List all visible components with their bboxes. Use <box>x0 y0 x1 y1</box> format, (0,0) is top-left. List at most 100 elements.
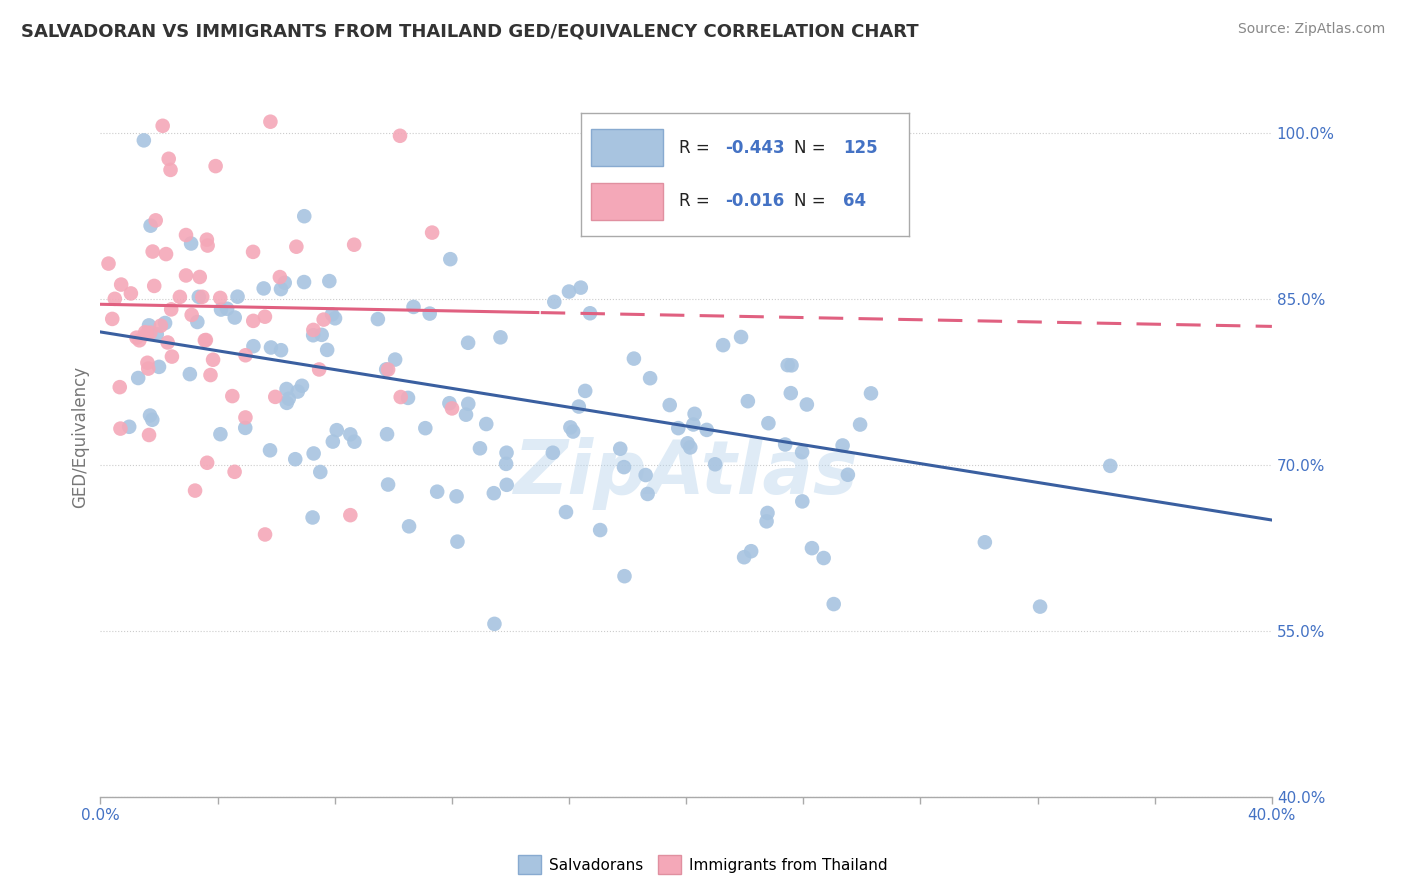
Point <box>197 238 219 252</box>
Point <box>813 551 835 566</box>
Point <box>740 544 762 558</box>
Point <box>398 519 420 533</box>
Point <box>108 380 131 394</box>
Point <box>773 437 796 451</box>
Text: SALVADORAN VS IMMIGRANTS FROM THAILAND GED/EQUIVALENCY CORRELATION CHART: SALVADORAN VS IMMIGRANTS FROM THAILAND G… <box>21 22 918 40</box>
Legend: Salvadorans, Immigrants from Thailand: Salvadorans, Immigrants from Thailand <box>512 849 894 880</box>
Point <box>440 401 463 416</box>
Point <box>482 486 505 500</box>
Point <box>226 290 249 304</box>
Point <box>308 362 330 376</box>
Point <box>859 386 882 401</box>
Point <box>127 371 149 385</box>
Point <box>180 236 202 251</box>
Point <box>224 465 246 479</box>
Point <box>202 352 225 367</box>
Point <box>318 274 340 288</box>
Point <box>285 240 308 254</box>
Point <box>149 318 172 333</box>
Point <box>316 343 339 357</box>
Point <box>242 314 264 328</box>
Point <box>217 301 239 316</box>
Point <box>143 279 166 293</box>
Point <box>623 351 645 366</box>
Point <box>326 423 349 437</box>
Point <box>446 489 468 503</box>
Point <box>160 350 183 364</box>
Point <box>569 280 592 294</box>
Text: ZipAtlas: ZipAtlas <box>513 436 859 509</box>
Point <box>831 438 853 452</box>
Point <box>574 384 596 398</box>
Point <box>142 244 165 259</box>
Point <box>613 460 636 475</box>
Point <box>495 446 517 460</box>
Point <box>101 312 124 326</box>
Point <box>287 384 309 399</box>
Point <box>439 396 461 410</box>
Point <box>339 508 361 523</box>
Point <box>135 326 157 341</box>
Point <box>125 331 148 345</box>
Point <box>235 410 257 425</box>
Point <box>560 420 582 434</box>
Point <box>179 367 201 381</box>
Point <box>558 285 581 299</box>
Point <box>195 233 218 247</box>
Point <box>800 541 823 556</box>
Point <box>291 379 314 393</box>
Point <box>682 417 704 432</box>
Point <box>153 316 176 330</box>
Point <box>292 209 315 223</box>
Point <box>209 427 232 442</box>
Point <box>402 300 425 314</box>
Point <box>188 270 211 285</box>
Point <box>634 468 657 483</box>
Point <box>269 270 291 285</box>
Point <box>495 478 517 492</box>
Point <box>301 510 323 524</box>
Point <box>658 398 681 412</box>
Point <box>322 434 344 449</box>
Point <box>377 362 399 376</box>
Point <box>446 534 468 549</box>
Point <box>495 457 517 471</box>
Point <box>187 290 209 304</box>
Point <box>242 244 264 259</box>
Point <box>136 356 159 370</box>
Point <box>302 446 325 460</box>
Point <box>343 237 366 252</box>
Point <box>489 330 512 344</box>
Point <box>312 312 335 326</box>
Point <box>132 133 155 147</box>
Point <box>609 442 631 456</box>
Point <box>253 310 276 324</box>
Point <box>152 119 174 133</box>
Point <box>343 434 366 449</box>
Point <box>704 457 727 471</box>
Point <box>292 275 315 289</box>
Point <box>475 417 498 431</box>
Point <box>155 247 177 261</box>
Point <box>242 339 264 353</box>
Point <box>260 341 283 355</box>
Point <box>195 456 218 470</box>
Point <box>276 382 298 396</box>
Point <box>439 252 461 267</box>
Point <box>184 483 207 498</box>
Point <box>696 423 718 437</box>
Point <box>277 392 299 406</box>
Point <box>758 416 780 430</box>
Point <box>454 408 477 422</box>
Point <box>676 436 699 450</box>
Point <box>97 257 120 271</box>
Point <box>120 286 142 301</box>
Point <box>118 419 141 434</box>
Point <box>194 333 217 347</box>
Point <box>419 307 441 321</box>
Point <box>323 311 346 326</box>
Point <box>191 290 214 304</box>
Point <box>396 391 419 405</box>
Point <box>221 389 243 403</box>
Point <box>264 390 287 404</box>
